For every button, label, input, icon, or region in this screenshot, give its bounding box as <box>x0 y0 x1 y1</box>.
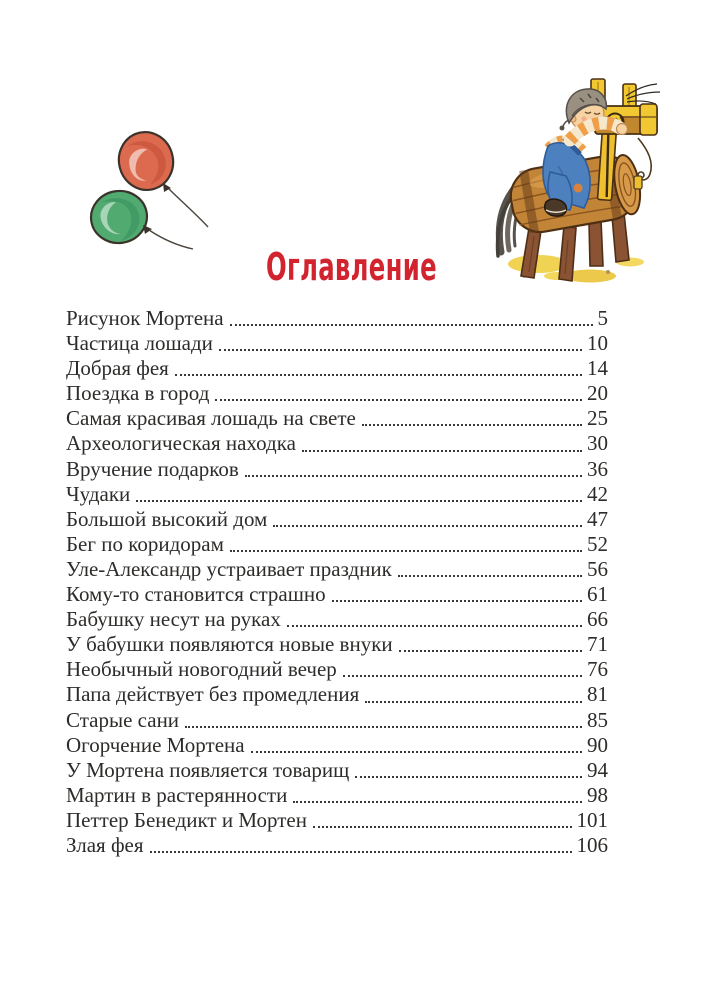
dot-leader <box>185 725 582 728</box>
page-number: 101 <box>576 807 609 832</box>
page-number: 36 <box>587 456 608 481</box>
page-number: 42 <box>587 481 608 506</box>
toc-entry: Огорчение Мортена 90 <box>66 733 608 758</box>
page-number: 56 <box>587 556 608 581</box>
toc-entry: Необычный новогодний вечер 76 <box>66 657 608 682</box>
chapter-title: У Мортена появляется товарищ <box>66 757 350 782</box>
page-number: 10 <box>587 331 608 356</box>
chapter-title: Добрая фея <box>66 356 169 381</box>
page-number: 47 <box>587 506 608 531</box>
red-balloon <box>117 131 209 228</box>
toc-entry: Старые сани 85 <box>66 708 608 733</box>
toc-entry: Археологическая находка 30 <box>66 431 608 456</box>
dot-leader <box>365 700 582 703</box>
page-number: 5 <box>597 306 609 330</box>
dot-leader <box>273 524 582 527</box>
dot-leader <box>229 324 593 327</box>
toc-entry: Петтер Бенедикт и Мортен 101 <box>66 808 608 833</box>
toc-entry: Злая фея 106 <box>66 833 608 858</box>
page-number: 30 <box>587 431 608 456</box>
chapter-title: Частица лошади <box>66 331 213 356</box>
page-number: 85 <box>587 707 608 732</box>
dot-leader <box>398 650 582 653</box>
chapter-title: Папа действует без промедления <box>66 682 360 707</box>
page-number: 14 <box>587 356 608 381</box>
page-number: 76 <box>587 657 608 682</box>
toc-entry: Большой высокий дом 47 <box>66 507 608 532</box>
chapter-title: Кому-то становится страшно <box>66 582 326 607</box>
toc-entry: Добрая фея 14 <box>66 356 608 381</box>
dot-leader <box>397 575 582 578</box>
table-of-contents: Рисунок Мортена 5 Частица лошади 10 Добрая… <box>66 306 608 858</box>
page-number: 71 <box>587 632 608 657</box>
page-number: 52 <box>587 531 608 556</box>
chapter-title: Рисунок Мортена <box>66 306 224 330</box>
chapter-title: У бабушки появляются новые внуки <box>66 632 393 657</box>
page-number: 90 <box>587 732 608 757</box>
chapter-title: Самая красивая лошадь на свете <box>66 406 356 431</box>
page-number: 66 <box>587 607 608 632</box>
toc-entry: У Мортена появляется товарищ 94 <box>66 758 608 783</box>
dot-leader <box>355 775 582 778</box>
dot-leader <box>342 675 582 678</box>
dot-leader <box>301 449 582 452</box>
child-shoe <box>544 198 568 217</box>
balloons-illustration <box>89 131 209 250</box>
toc-entry: Поездка в город 20 <box>66 381 608 406</box>
toc-entry: Уле-Александр устраивает праздник 56 <box>66 557 608 582</box>
dot-leader <box>250 750 582 753</box>
toc-entry: Самая красивая лошадь на свете 25 <box>66 406 608 431</box>
chapter-title: Большой высокий дом <box>66 506 268 531</box>
dot-leader <box>136 499 582 502</box>
dot-leader <box>331 600 582 603</box>
child-hand <box>615 122 629 136</box>
toc-entry: У бабушки появляются новые внуки 71 <box>66 632 608 657</box>
page-number: 98 <box>587 782 608 807</box>
barrel-horse-illustration <box>495 78 661 283</box>
toc-entry: Кому-то становится страшно 61 <box>66 582 608 607</box>
dot-leader <box>286 625 582 628</box>
chapter-title: Чудаки <box>66 481 131 506</box>
chapter-title: Старые сани <box>66 707 180 732</box>
page-number: 106 <box>576 832 609 857</box>
dot-leader <box>312 825 572 828</box>
green-balloon <box>89 189 194 250</box>
chapter-title: Бег по коридорам <box>66 531 224 556</box>
chapter-title: Петтер Бенедикт и Мортен <box>66 807 307 832</box>
toc-entry: Рисунок Мортена 5 <box>66 306 608 331</box>
page-number: 20 <box>587 381 608 406</box>
dot-leader <box>215 399 582 402</box>
rein <box>633 137 653 190</box>
page-number: 81 <box>587 682 608 707</box>
dot-leader <box>361 424 582 427</box>
page-title-text: Оглавление <box>266 245 437 289</box>
dot-leader <box>218 349 582 352</box>
toc-entry: Чудаки 42 <box>66 482 608 507</box>
toc-entry: Бабушку несут на руках 66 <box>66 607 608 632</box>
chapter-title: Уле-Александр устраивает праздник <box>66 556 392 581</box>
page-number: 25 <box>587 406 608 431</box>
chapter-title: Злая фея <box>66 832 144 857</box>
child-rider <box>542 88 629 217</box>
toc-entry: Частица лошади 10 <box>66 331 608 356</box>
chapter-title: Огорчение Мортена <box>66 732 245 757</box>
dot-leader <box>174 374 582 377</box>
dot-leader <box>244 474 582 477</box>
page-number: 61 <box>587 582 608 607</box>
dot-leader <box>149 851 572 854</box>
dot-leader <box>229 549 582 552</box>
chapter-title: Мартин в растерянности <box>66 782 288 807</box>
toc-entry: Бег по коридорам 52 <box>66 532 608 557</box>
chapter-title: Поездка в город <box>66 381 210 406</box>
chapter-title: Необычный новогодний вечер <box>66 657 337 682</box>
dot-leader <box>293 800 582 803</box>
chapter-title: Вручение подарков <box>66 456 239 481</box>
chapter-title: Бабушку несут на руках <box>66 607 281 632</box>
chapter-title: Археологическая находка <box>66 431 296 456</box>
toc-entry: Папа действует без промедления 81 <box>66 682 608 707</box>
toc-entry: Вручение подарков 36 <box>66 457 608 482</box>
toc-entry: Мартин в растерянности 98 <box>66 783 608 808</box>
page-number: 94 <box>587 757 608 782</box>
